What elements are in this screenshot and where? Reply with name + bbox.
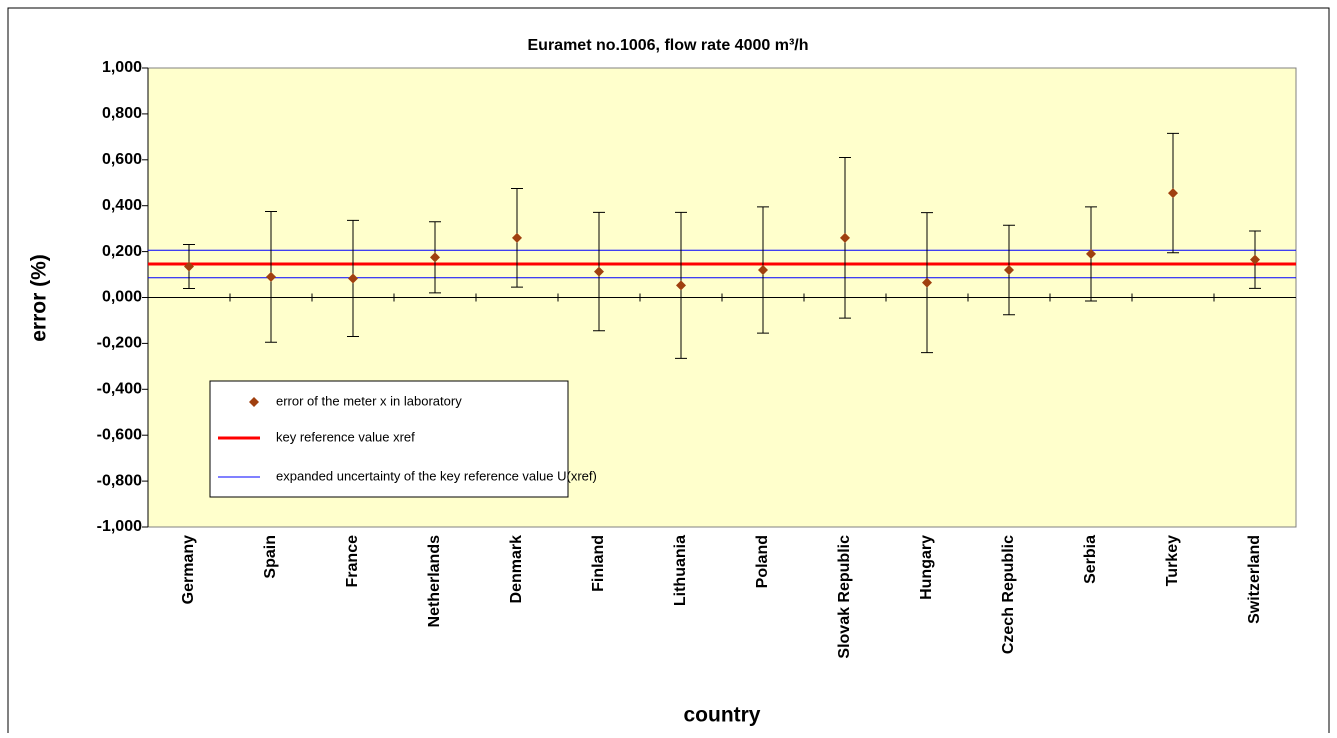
y-tick-label: 1,000: [102, 59, 142, 76]
y-tick-label: -0,800: [97, 472, 142, 489]
x-tick-label: Czech Republic: [1000, 535, 1017, 654]
data-point: [1168, 188, 1178, 199]
x-tick-label: Poland: [754, 535, 771, 588]
data-point: [840, 232, 850, 243]
legend-marker: [249, 397, 259, 407]
data-point: [1250, 254, 1260, 265]
data-point: [184, 261, 194, 272]
y-tick-label: -0,200: [97, 335, 142, 352]
y-tick-label: -0,400: [97, 381, 142, 398]
y-tick-label: 0,400: [102, 197, 142, 214]
x-tick-label: Germany: [180, 535, 197, 604]
data-point: [1004, 264, 1014, 275]
data-point: [1086, 248, 1096, 259]
data-point: [430, 252, 440, 263]
data-point: [266, 271, 276, 282]
x-axis-label: country: [683, 704, 760, 727]
x-tick-label: Spain: [262, 535, 279, 579]
data-point: [922, 277, 932, 288]
x-tick-label: Denmark: [508, 535, 525, 604]
y-tick-label: 0,600: [102, 151, 142, 168]
y-axis-label: error (%): [28, 254, 51, 342]
y-tick-label: -1,000: [97, 518, 142, 535]
x-tick-label: Lithuania: [672, 535, 689, 606]
legend-label: key reference value xref: [276, 429, 415, 444]
data-point: [594, 266, 604, 277]
data-point: [348, 273, 358, 284]
data-point: [512, 232, 522, 243]
chart-title: Euramet no.1006, flow rate 4000 m³/h: [528, 37, 809, 54]
legend-label: expanded uncertainty of the key referenc…: [276, 468, 597, 483]
y-tick-label: 0,800: [102, 105, 142, 122]
data-point: [676, 280, 686, 291]
x-tick-label: Slovak Republic: [836, 535, 853, 659]
y-tick-label: 0,200: [102, 243, 142, 260]
x-tick-label: France: [344, 535, 361, 588]
legend-label: error of the meter x in laboratory: [276, 393, 462, 408]
x-tick-label: Finland: [590, 535, 607, 592]
x-tick-label: Turkey: [1164, 535, 1181, 586]
y-tick-label: -0,600: [97, 426, 142, 443]
x-tick-label: Netherlands: [426, 535, 443, 628]
data-point: [758, 264, 768, 275]
x-tick-label: Serbia: [1082, 535, 1099, 584]
legend: [209, 380, 569, 498]
x-tick-label: Hungary: [918, 535, 935, 600]
x-tick-label: Switzerland: [1246, 535, 1263, 624]
y-tick-label: 0,000: [102, 289, 142, 306]
